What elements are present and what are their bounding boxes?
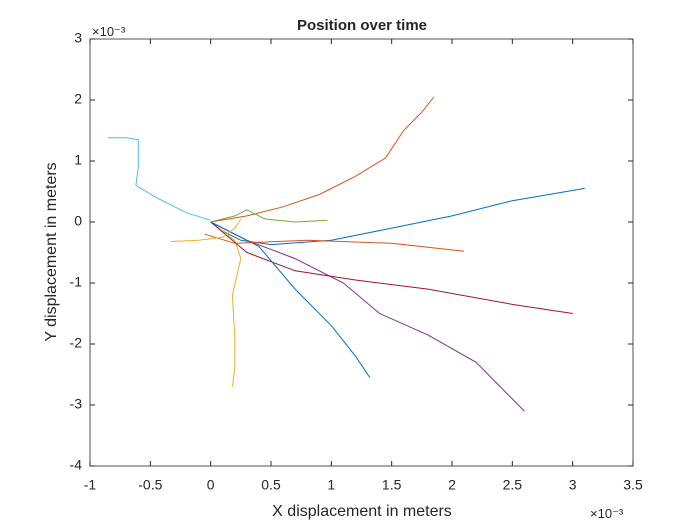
y-tick-label: -4: [70, 457, 83, 473]
trajectory-line: [210, 221, 573, 314]
x-tick-label: 3.5: [623, 477, 643, 493]
y-tick-label: -1: [70, 274, 83, 290]
y-tick-label: -2: [70, 335, 83, 351]
x-tick-label: 0.5: [261, 477, 281, 493]
y-tick-label: 1: [74, 152, 82, 168]
x-tick-label: 1: [327, 477, 335, 493]
y-tick-label: 2: [74, 91, 82, 107]
x-exponent: ×10⁻³: [590, 506, 624, 521]
chart-title: Position over time: [297, 17, 427, 34]
trajectory-line: [108, 137, 211, 221]
trajectory-line: [210, 221, 525, 412]
trajectory-line: [210, 187, 585, 246]
trajectory-line: [210, 96, 435, 223]
x-tick-label: 3: [569, 477, 577, 493]
trajectory-line: [210, 221, 242, 387]
x-tick-label: 1.5: [382, 477, 402, 493]
y-tick-label: -3: [70, 396, 83, 412]
x-tick-label: 2.5: [503, 477, 523, 493]
x-tick-label: -0.5: [138, 477, 162, 493]
y-axis-label: Y displacement in meters: [43, 162, 60, 341]
y-tick-label: 0: [74, 213, 82, 229]
axes-box: [89, 38, 634, 467]
x-tick-label: 0: [207, 477, 215, 493]
x-axis-label: X displacement in meters: [272, 503, 452, 520]
y-tick-label: 3: [74, 30, 82, 46]
y-exponent: ×10⁻³: [92, 24, 126, 39]
x-tick-label: 2: [448, 477, 456, 493]
trajectory-line: [210, 209, 328, 223]
trajectory-line: [170, 218, 242, 242]
x-tick-label: -1: [84, 477, 97, 493]
trajectory-line: [204, 233, 465, 252]
